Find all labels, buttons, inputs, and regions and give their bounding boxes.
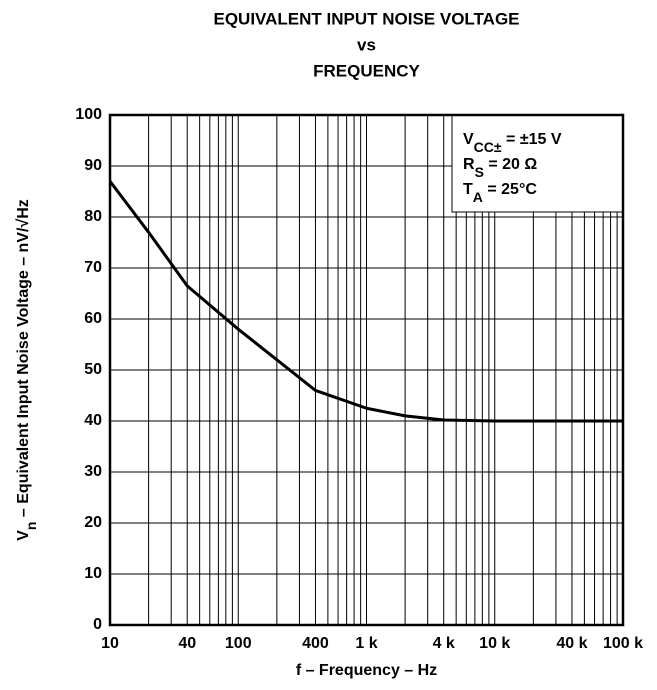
y-tick-label: 80 <box>84 208 102 225</box>
y-tick-label: 60 <box>84 310 102 327</box>
x-tick-label: 1 k <box>355 635 377 652</box>
annotation: RS = 20 Ω <box>463 156 537 179</box>
y-tick-label: 50 <box>84 361 102 378</box>
x-axis-label: f – Frequency – Hz <box>296 662 437 679</box>
chart-title: EQUIVALENT INPUT NOISE VOLTAGE <box>213 9 519 28</box>
annotation: TA = 25°C <box>463 181 537 204</box>
annotation-sub: S <box>475 164 484 180</box>
y-label-rest: – Equivalent Input Noise Voltage – nV/√H… <box>15 199 32 521</box>
y-tick-label: 20 <box>84 514 102 531</box>
annotation-rest: = 25°C <box>483 181 537 198</box>
annotation-rest: = 20 Ω <box>484 156 537 173</box>
y-axis-label: Vn – Equivalent Input Noise Voltage – nV… <box>15 199 38 541</box>
chart-title: FREQUENCY <box>313 61 420 80</box>
annotation-sub: CC± <box>474 139 502 155</box>
y-tick-label: 40 <box>84 412 102 429</box>
y-tick-label: 0 <box>93 616 102 633</box>
annotation-main: V <box>463 131 474 148</box>
annotation-main: R <box>463 156 475 173</box>
y-tick-label: 100 <box>75 106 102 123</box>
x-tick-label: 10 <box>101 635 119 652</box>
annotation: VCC± = ±15 V <box>463 131 562 154</box>
y-tick-label: 30 <box>84 463 102 480</box>
x-tick-label: 40 <box>178 635 196 652</box>
x-tick-label: 40 k <box>556 635 587 652</box>
annotation-box <box>451 114 624 213</box>
x-tick-label: 100 k <box>603 635 643 652</box>
y-label-main: V <box>15 530 32 541</box>
annotation-rest: = ±15 V <box>502 131 562 148</box>
y-tick-label: 90 <box>84 157 102 174</box>
annotation-main: T <box>463 181 473 198</box>
plot-frame <box>108 113 625 627</box>
x-tick-label: 400 <box>302 635 329 652</box>
y-tick-label: 70 <box>84 259 102 276</box>
y-label-sub: n <box>23 522 39 531</box>
x-tick-label: 4 k <box>433 635 455 652</box>
annotation-sub: A <box>473 189 483 205</box>
chart-title: vs <box>357 35 376 54</box>
y-tick-label: 10 <box>84 565 102 582</box>
x-tick-label: 100 <box>225 635 252 652</box>
noise-curve <box>108 180 623 423</box>
x-tick-label: 10 k <box>479 635 510 652</box>
